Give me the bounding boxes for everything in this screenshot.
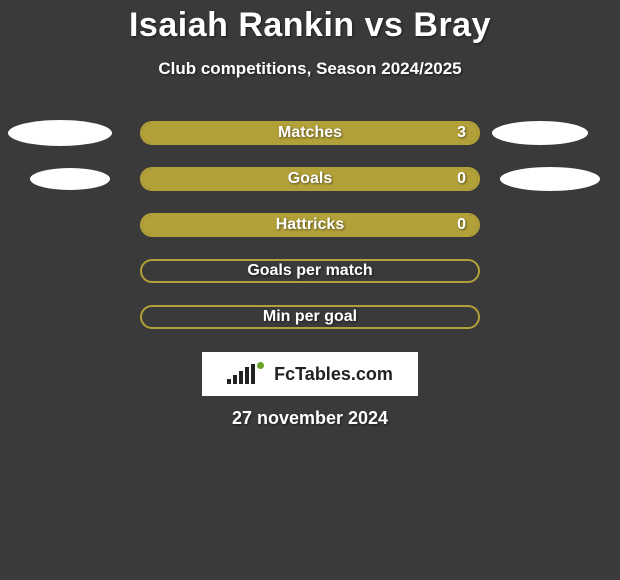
stat-bar-value: 3 xyxy=(457,123,466,143)
stat-row: Goals0 xyxy=(0,167,620,191)
stat-bar-value: 0 xyxy=(457,169,466,189)
stat-bar: Hattricks0 xyxy=(140,213,480,237)
stat-bar-label: Hattricks xyxy=(142,215,478,235)
stat-bar: Goals per match xyxy=(140,259,480,283)
page-subtitle: Club competitions, Season 2024/2025 xyxy=(0,59,620,79)
branding-bars-icon xyxy=(227,364,255,384)
branding-text: FcTables.com xyxy=(274,364,393,385)
side-ellipse xyxy=(30,168,110,190)
stat-bar-label: Goals xyxy=(142,169,478,189)
date-label: 27 november 2024 xyxy=(0,408,620,429)
side-ellipse xyxy=(500,167,600,191)
branding-bar-icon xyxy=(239,371,243,384)
stat-row: Hattricks0 xyxy=(0,213,620,237)
branding-bar-icon xyxy=(233,375,237,384)
branding-bar-icon xyxy=(245,367,249,384)
branding-dot-icon xyxy=(257,362,264,369)
stat-bar: Goals0 xyxy=(140,167,480,191)
stat-bar-label: Matches xyxy=(142,123,478,143)
branding-badge: FcTables.com xyxy=(202,352,418,396)
stat-bar-label: Goals per match xyxy=(142,261,478,281)
stat-bar-label: Min per goal xyxy=(142,307,478,327)
branding-bar-icon xyxy=(251,364,255,384)
branding-bar-icon xyxy=(227,379,231,384)
side-ellipse xyxy=(8,120,112,146)
stat-bar: Min per goal xyxy=(140,305,480,329)
stat-bar: Matches3 xyxy=(140,121,480,145)
stat-row: Goals per match xyxy=(0,259,620,283)
stat-rows: Matches3Goals0Hattricks0Goals per matchM… xyxy=(0,121,620,329)
stat-row: Min per goal xyxy=(0,305,620,329)
stat-row: Matches3 xyxy=(0,121,620,145)
side-ellipse xyxy=(492,121,588,145)
stat-bar-value: 0 xyxy=(457,215,466,235)
page-title: Isaiah Rankin vs Bray xyxy=(0,6,620,45)
infographic-canvas: Isaiah Rankin vs Bray Club competitions,… xyxy=(0,0,620,580)
